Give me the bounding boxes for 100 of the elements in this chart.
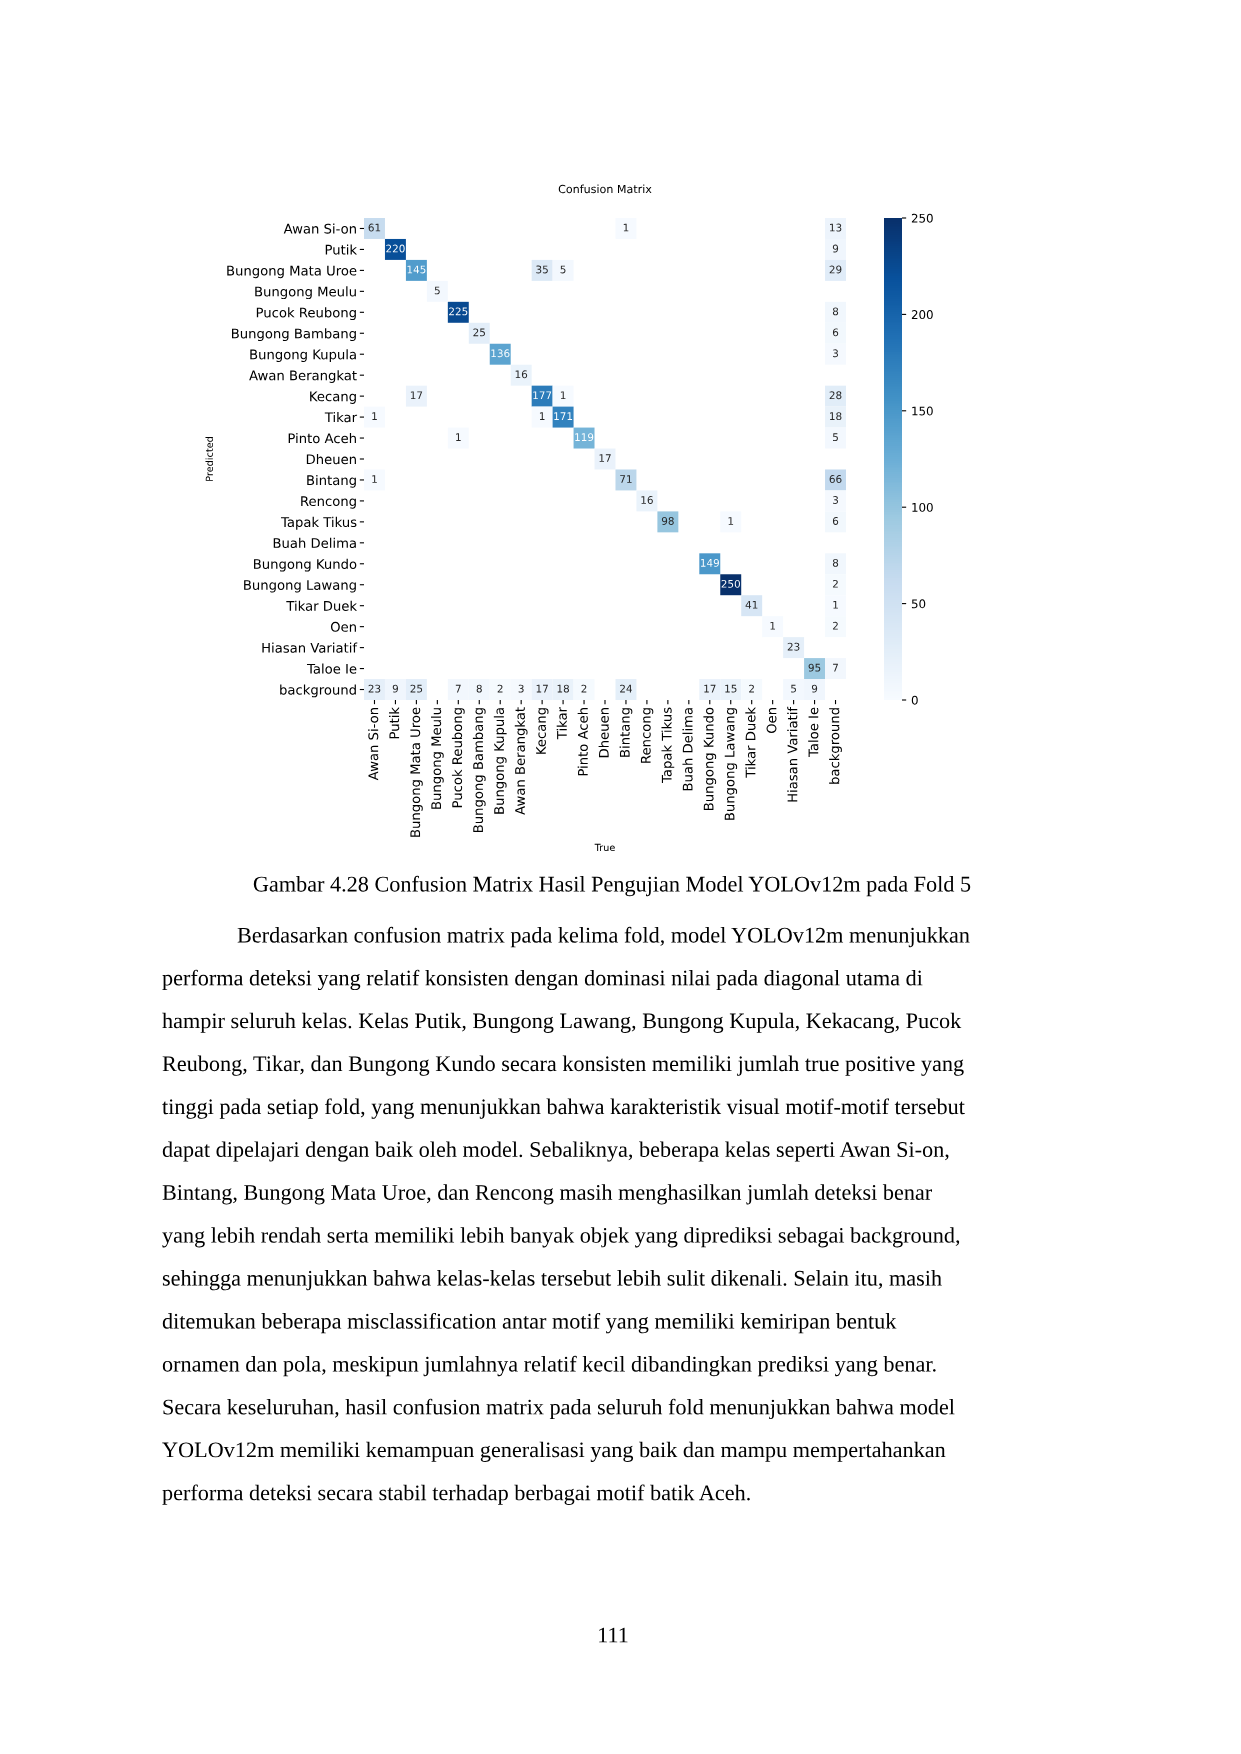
- text: dapat dipelajari dengan baik oleh model. Sebaliknya, beberapa kelas seperti Awan Si-on,: [162, 1141, 949, 1162]
- text: YOLOv12m memiliki kemampuan generalisasi yang baik dan mampu mempertahankan: [162, 1441, 946, 1462]
- data-label: 136: [491, 349, 510, 358]
- data-label: 5: [560, 265, 566, 274]
- data-label: 61: [368, 223, 381, 232]
- x-tick-label: Taloe Ie: [808, 707, 819, 758]
- data-label: 18: [557, 684, 569, 693]
- x-tick-label: Putik: [389, 706, 400, 739]
- text: Bintang, Bungong Mata Uroe, dan Rencong masih menghasilkan jumlah deteksi benar: [162, 1184, 933, 1205]
- data-label: 29: [829, 265, 842, 274]
- data-label: 25: [410, 684, 423, 693]
- data-label: 119: [575, 433, 594, 442]
- y-tick-label: Rencong: [301, 496, 356, 509]
- data-label: 71: [620, 475, 632, 483]
- data-label: 5: [434, 286, 440, 295]
- color-bar-label: 0: [911, 695, 918, 705]
- x-tick-label: Oen: [766, 708, 777, 734]
- data-label: 8: [476, 684, 482, 693]
- data-label: 3: [833, 496, 838, 504]
- data-label: 1: [560, 391, 566, 399]
- data-label: 5: [791, 684, 797, 693]
- data-label: 41: [745, 600, 758, 609]
- data-label: 25: [473, 328, 485, 337]
- data-label: 2: [832, 579, 838, 588]
- data-label: 16: [515, 370, 528, 379]
- y-tick-label: Awan Berangkat: [249, 370, 357, 383]
- data-label: 28: [829, 391, 842, 400]
- color-bar-label: 100: [912, 502, 933, 512]
- data-label: 9: [832, 244, 839, 253]
- data-label: 7: [833, 663, 838, 672]
- data-label: 66: [829, 475, 842, 483]
- data-label: 149: [700, 558, 719, 567]
- data-label: 13: [830, 223, 842, 232]
- data-label: 2: [581, 684, 587, 693]
- x-tick-label: Tikar Duek: [745, 706, 756, 778]
- y-tick-label: Bungong Meulu: [255, 286, 356, 300]
- y-tick-label: Taloe Ie: [306, 663, 357, 674]
- x-tick-label: Bintang: [619, 708, 633, 757]
- color-bar-label: 150: [912, 406, 933, 416]
- x-tick-label: Bungong Kundo: [703, 707, 717, 810]
- y-tick-label: Oen: [330, 621, 356, 632]
- text: Reubong, Tikar, dan Bungong Kundo secara konsisten memiliki jumlah true positive yang: [162, 1055, 964, 1076]
- y-tick-label: Kecang: [310, 391, 356, 404]
- text: Secara keseluruhan, hasil confusion matrix pada seluruh fold menunjukkan bahwa model: [163, 1398, 955, 1420]
- data-label: 8: [832, 307, 839, 316]
- x-tick-label: Hiasan Variatif: [787, 706, 798, 802]
- x-tick-label: Kecang: [536, 708, 549, 754]
- data-label: 18: [830, 412, 842, 421]
- data-label: 24: [620, 684, 632, 693]
- text: ornamen dan pola, meskipun jumlahnya relatif kecil dibandingkan prediksi yang benar.: [162, 1355, 936, 1377]
- data-label: 17: [599, 454, 611, 462]
- data-label: 1: [372, 412, 377, 420]
- y-tick-label: Pinto Aceh: [288, 433, 356, 444]
- data-label: 16: [641, 496, 653, 504]
- data-label: 1: [728, 517, 734, 525]
- data-label: 9: [811, 684, 818, 693]
- data-label: 2: [497, 684, 503, 693]
- x-tick-label: Rencong: [640, 708, 654, 763]
- x-tick-label: Tikar: [556, 706, 567, 740]
- data-label: 23: [368, 684, 381, 693]
- x-tick-label: Buah Delima: [682, 708, 693, 791]
- chart-title: Confusion Matrix: [558, 184, 652, 194]
- data-label: 220: [386, 244, 405, 253]
- y-tick-label: Tapak Tikus: [280, 516, 357, 530]
- text: performa deteksi secara stabil terhadap berbagai motif batik Aceh.: [162, 1484, 750, 1505]
- text: hampir seluruh kelas. Kelas Putik, Bungong Lawang, Bungong Kupula, Kekacang, Pucok: [162, 1012, 962, 1033]
- data-label: 98: [661, 517, 674, 525]
- data-label: 2: [749, 684, 754, 693]
- data-label: 250: [721, 579, 740, 588]
- text: sehingga menunjukkan bahwa kelas-kelas tersebut lebih sulit dikenali. Selain itu, masih: [162, 1270, 942, 1291]
- data-label: 1: [770, 621, 775, 630]
- y-tick-label: Bintang: [307, 474, 356, 488]
- y-tick-label: Pucok Reubong: [256, 307, 356, 321]
- text: 111: [599, 1627, 628, 1643]
- data-label: 9: [392, 684, 399, 693]
- x-tick-label: Awan Berangkat: [514, 707, 528, 815]
- data-label: 225: [449, 307, 468, 316]
- y-tick-label: background: [280, 684, 356, 698]
- y-tick-label: Bungong Kundo: [254, 558, 357, 572]
- x-tick-label: background: [829, 708, 842, 784]
- y-tick-label: Bungong Lawang: [244, 580, 356, 593]
- data-label: 145: [407, 265, 426, 274]
- text: Berdasarkan confusion matrix pada kelima fold, model YOLOv12m menunjukkan: [237, 926, 970, 948]
- data-label: 23: [787, 642, 800, 651]
- data-label: 1: [539, 412, 545, 420]
- x-tick-label: Dheuen: [598, 708, 609, 758]
- text: ditemukan beberapa misclassification antar motif yang memiliki kemiripan bentuk: [162, 1312, 897, 1334]
- text: tinggi pada setiap fold, yang menunjukkan bahwa karakteristik visual motif-motif tersebut: [162, 1098, 965, 1119]
- data-label: 15: [725, 684, 737, 693]
- x-tick-label: Pucok Reubong: [451, 708, 465, 808]
- y-tick-label: Putik: [325, 244, 358, 255]
- y-tick-label: Buah Delima: [273, 537, 356, 549]
- data-label: 17: [704, 684, 716, 693]
- data-label: 6: [832, 517, 839, 525]
- text: yang lebih rendah serta memiliki lebih banyak objek yang diprediksi sebagai background,: [162, 1227, 960, 1248]
- y-tick-label: Dheuen: [306, 453, 356, 465]
- data-label: 1: [456, 433, 461, 441]
- x-tick-label: Bungong Kupula: [493, 708, 507, 814]
- data-label: 1: [372, 475, 377, 483]
- text: performa deteksi yang relatif konsisten dengan dominasi nilai pada diagonal utama di: [162, 969, 923, 991]
